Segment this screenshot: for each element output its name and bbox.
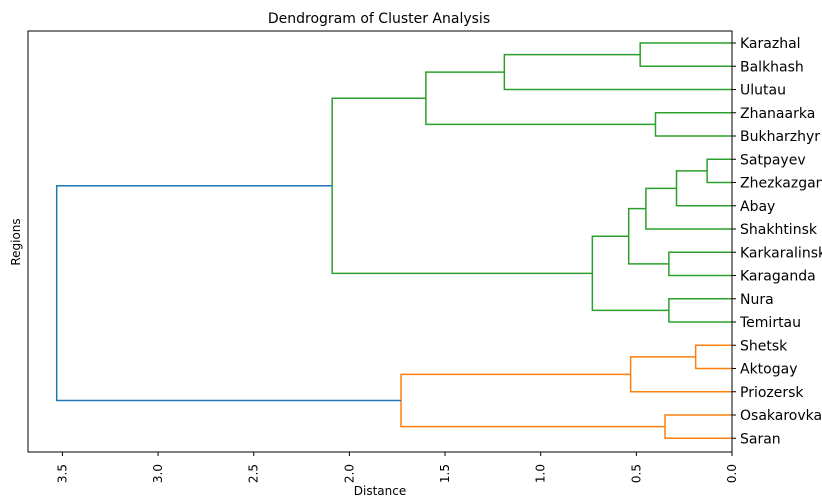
plot-frame	[27, 30, 733, 453]
dendrogram-links	[55, 42, 732, 439]
x-tick-label: 0.5	[629, 464, 643, 483]
leaf-labels: Karazhal Balkhash Ulutau Zhanaarka Bukharzhy…	[732, 36, 822, 447]
y-axis-label: Regions	[9, 218, 23, 265]
merge-link	[503, 53, 732, 91]
merge-link	[627, 207, 669, 265]
leaf-label: Shetsk	[740, 338, 788, 354]
leaf-label: Karazhal	[740, 36, 801, 52]
leaf-label: Zhanaarka	[740, 106, 815, 122]
merge-link	[331, 97, 593, 275]
leaf-label: Karaganda	[740, 269, 816, 285]
merge-link	[706, 158, 732, 184]
merge-link	[425, 71, 656, 126]
leaf-label: Karkaralinsk	[740, 245, 822, 261]
leaf-label: Balkhash	[740, 59, 804, 75]
merge-link	[668, 298, 732, 323]
x-tick-label: 2.5	[247, 464, 261, 483]
merge-link	[675, 170, 732, 207]
merge-link	[694, 344, 732, 370]
leaf-label: Osakarovka	[740, 408, 822, 424]
merge-link	[654, 112, 732, 137]
x-tick-label: 1.5	[438, 464, 452, 483]
leaf-label: Satpayev	[740, 152, 806, 168]
leaf-label: Priozersk	[740, 385, 804, 401]
chart-title: Dendrogram of Cluster Analysis	[268, 11, 490, 27]
merge-link	[664, 414, 732, 439]
merge-link	[629, 356, 732, 393]
merge-link	[639, 42, 732, 67]
leaf-label: Saran	[740, 431, 781, 447]
x-axis-label: Distance	[354, 484, 406, 496]
leaf-label: Shakhtinsk	[740, 222, 818, 238]
merge-link	[591, 235, 669, 312]
leaf-label: Bukharzhyr	[740, 129, 820, 145]
merge-link	[55, 185, 402, 402]
leaf-label: Aktogay	[740, 362, 798, 378]
x-tick-label: 3.5	[55, 464, 69, 483]
merge-link	[645, 187, 732, 230]
x-tick-label: 2.0	[342, 464, 356, 483]
x-tick-label: 3.0	[151, 464, 165, 483]
leaf-label: Nura	[740, 292, 774, 308]
x-tick-label: 0.0	[725, 464, 739, 483]
merge-link	[400, 373, 666, 428]
leaf-label: Temirtau	[739, 315, 801, 331]
merge-link	[668, 251, 732, 277]
leaf-label: Ulutau	[740, 83, 786, 99]
x-axis-ticks: 3.5 3.0 2.5 2.0 1.5 1.0 0.5 0.0	[55, 452, 739, 483]
x-tick-label: 1.0	[534, 464, 548, 483]
leaf-label: Zhezkazgan	[740, 176, 822, 192]
leaf-label: Abay	[740, 199, 775, 215]
